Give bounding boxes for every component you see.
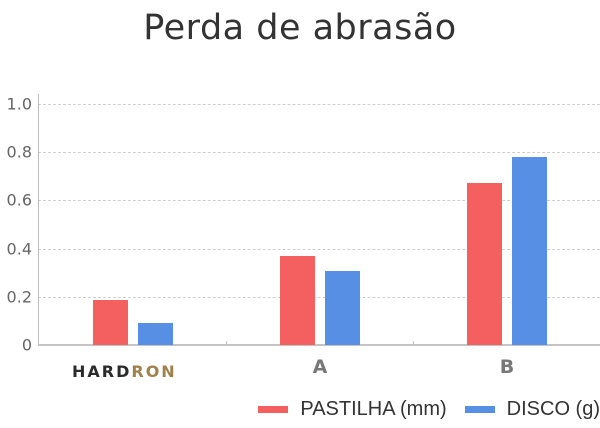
brand-part1: HARD <box>72 362 132 381</box>
bar-hardron-pastilha <box>93 300 128 345</box>
legend-label: PASTILHA (mm) <box>300 398 447 420</box>
plot-area: 1.0 0.8 0.6 0.4 0.2 0 <box>7 94 600 355</box>
legend-label: DISCO (g) <box>506 398 600 420</box>
y-tick-label: 0.6 <box>6 190 32 210</box>
legend-item-disco[interactable]: DISCO (g) <box>464 398 600 421</box>
gridline <box>38 104 600 105</box>
bar-hardron-disco <box>138 323 173 345</box>
bar-a-pastilha <box>280 256 315 345</box>
bar-b-pastilha <box>467 183 502 345</box>
gridline <box>38 152 600 153</box>
y-axis <box>38 94 39 345</box>
y-tick-label: 0.2 <box>6 287 32 307</box>
x-label-b: B <box>499 356 515 378</box>
x-tick <box>226 341 227 346</box>
hardron-logo: HARDRON <box>72 362 177 381</box>
y-tick-label: 0 <box>21 335 32 355</box>
x-label-a: A <box>312 356 328 378</box>
legend-item-pastilha[interactable]: PASTILHA (mm) <box>258 398 447 421</box>
x-tick <box>413 341 414 346</box>
gridline <box>38 200 600 201</box>
gridline <box>38 249 600 250</box>
chart-title: Perda de abrasão <box>143 8 457 48</box>
brand-part2: RON <box>131 362 177 381</box>
x-axis <box>38 344 600 346</box>
y-tick-label: 1.0 <box>6 94 32 114</box>
bar-a-disco <box>325 271 360 345</box>
gridline <box>38 297 600 298</box>
legend-swatch-blue <box>464 406 495 413</box>
legend: PASTILHA (mm) DISCO (g) <box>240 398 600 421</box>
bar-b-disco <box>512 157 547 345</box>
y-tick-label: 0.8 <box>6 142 32 162</box>
legend-swatch-red <box>258 406 289 413</box>
y-tick-label: 0.4 <box>6 239 32 259</box>
